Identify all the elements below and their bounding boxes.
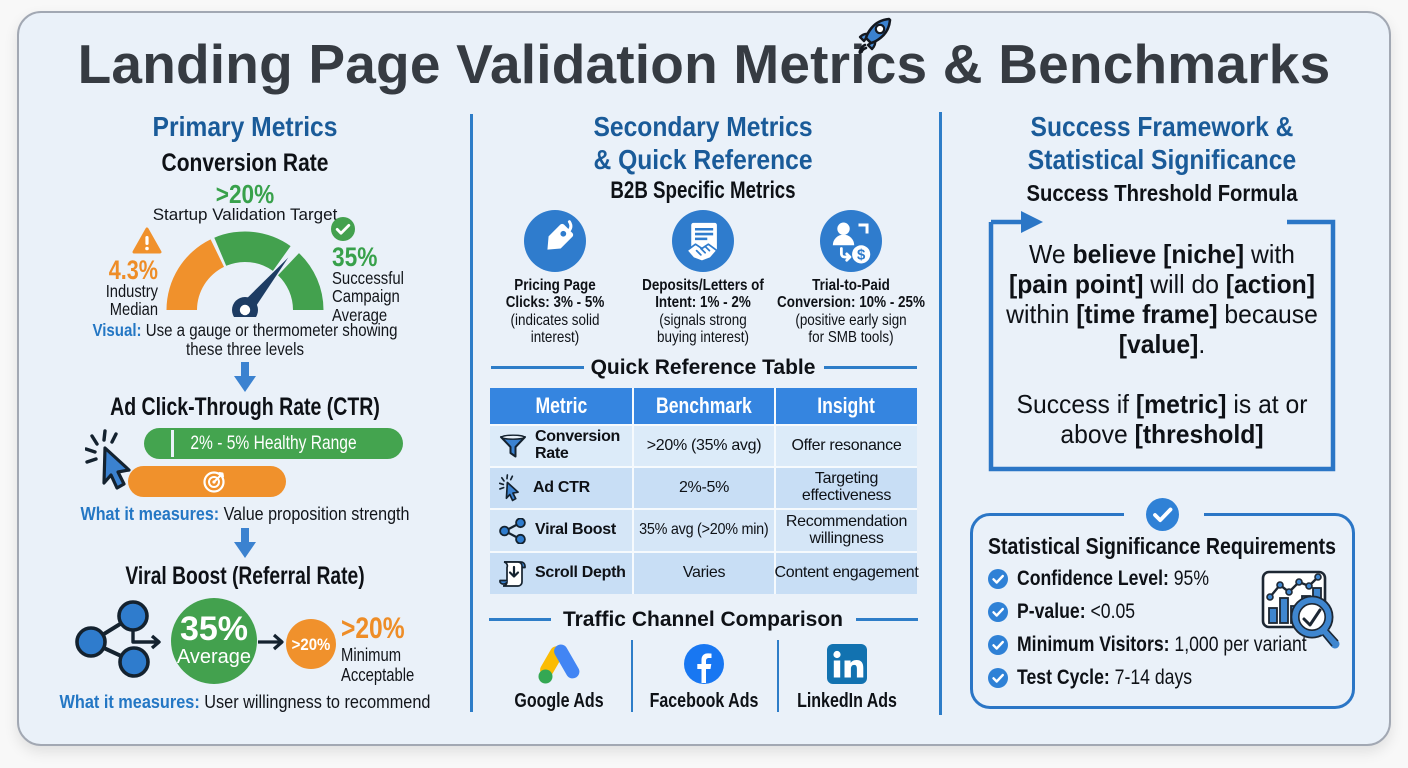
- svg-text:$: $: [857, 247, 866, 264]
